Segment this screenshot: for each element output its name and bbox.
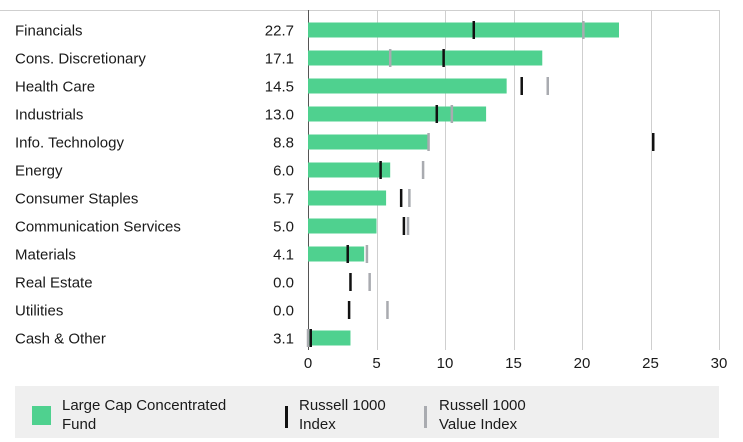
value-label: 22.7 [265,23,294,40]
category-label: Energy [15,163,63,180]
value-index-marker [368,273,371,291]
value-label: 14.5 [265,79,294,96]
gridlines [0,10,720,350]
index-marker [347,301,351,319]
legend-index-label: Russell 1000 Index [299,397,386,433]
fund-bar [308,162,391,178]
value-index-marker [450,105,454,123]
fund-bar [308,50,543,66]
value-index-marker [421,161,425,179]
index-marker [379,161,382,179]
index-marker [309,329,312,347]
index-marker [349,273,352,291]
fund-bar [308,134,429,150]
legend-value-index-label: Russell 1000 Value Index [439,397,526,433]
x-tick-label: 10 [437,355,454,372]
fund-swatch [32,406,51,425]
index-marker [520,77,523,95]
category-label: Communication Services [15,219,181,236]
x-tick-label: 15 [505,355,522,372]
value-index-marker [386,301,389,319]
fund-bar [308,22,619,38]
fund-bar [308,330,351,346]
category-label: Cons. Discretionary [15,51,146,68]
value-index-marker [408,189,411,207]
value-label: 5.7 [273,191,294,208]
value-index-marker [406,217,410,235]
value-index-marker [365,245,369,263]
bars [308,22,619,346]
x-tick-label: 20 [574,355,591,372]
value-label: 0.0 [273,275,294,292]
value-label: 13.0 [265,107,294,124]
legend-fund-label: Large Cap Concentrated Fund [62,397,227,433]
value-index-marker [388,49,392,67]
index-marker [651,133,655,151]
category-labels: Financials Cons. Discretionary Health Care… [15,23,181,348]
index-marker [399,189,403,207]
x-tick-label: 0 [304,355,312,372]
markers [306,21,655,347]
fund-bar [308,190,387,206]
value-index-marker [546,77,549,95]
x-tick-label: 25 [642,355,659,372]
category-label: Consumer Staples [15,191,138,208]
value-label: 6.0 [273,163,294,180]
index-marker [346,245,349,263]
index-marker [402,217,406,235]
index-marker-swatch [285,406,288,428]
sector-weights-chart: Financials Cons. Discretionary Health Care… [0,10,728,372]
fund-bar [308,218,377,234]
value-label: 0.0 [273,303,294,320]
chart-legend: Large Cap Concentrated Fund Russell 1000… [15,386,719,438]
category-label: Real Estate [15,275,93,292]
category-label: Financials [15,23,83,40]
index-marker [435,105,439,123]
x-tick-label: 30 [711,355,728,372]
value-labels: 22.7 17.1 14.5 13.0 8.8 6.0 5.7 5.0 4.1 0.0 0.0 3.1 [265,23,294,348]
value-index-marker [427,133,430,151]
value-label: 4.1 [273,247,294,264]
index-marker [442,49,445,67]
value-index-marker [306,329,310,347]
category-label: Info. Technology [15,135,124,152]
value-index-marker [582,21,585,39]
x-tick-label: 5 [372,355,380,372]
category-label: Health Care [15,79,95,96]
value-label: 8.8 [273,135,294,152]
category-label: Industrials [15,107,83,124]
index-marker [472,21,476,39]
value-label: 17.1 [265,51,294,68]
fund-bar [308,246,365,262]
fund-bar [308,106,487,122]
category-label: Cash & Other [15,331,106,348]
category-label: Materials [15,247,76,264]
category-label: Utilities [15,303,63,320]
value-label: 3.1 [273,331,294,348]
fund-bar [308,78,507,94]
x-axis-ticks: 0 5 10 15 20 25 30 [304,355,728,372]
value-index-marker-swatch [424,406,427,428]
value-label: 5.0 [273,219,294,236]
